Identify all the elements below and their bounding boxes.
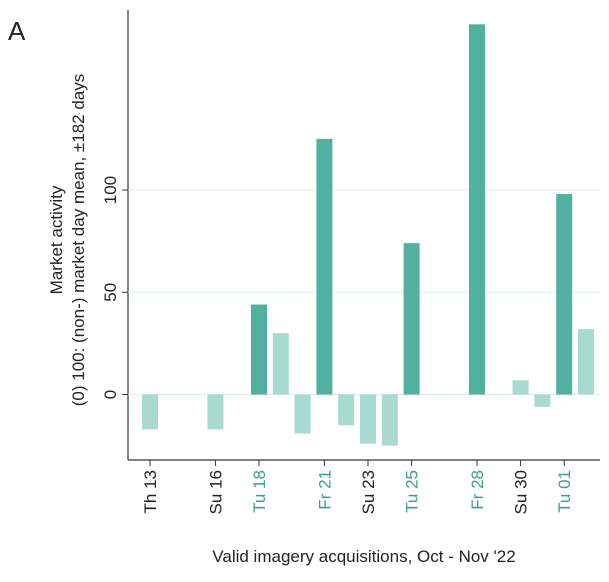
bar — [578, 329, 594, 395]
y-tick-label: 100 — [101, 176, 120, 204]
bar — [251, 304, 267, 395]
x-tick-label: Tu 18 — [250, 470, 269, 513]
panel-label: A — [8, 16, 26, 46]
bar — [534, 394, 551, 407]
bar — [360, 394, 376, 444]
x-tick-label: Su 16 — [206, 470, 225, 514]
y-tick-label: 0 — [101, 390, 120, 399]
y-tick-label: 50 — [101, 283, 120, 302]
x-tick-label: Su 23 — [359, 470, 378, 514]
bar — [469, 24, 485, 395]
x-tick-label: Fr 21 — [315, 470, 334, 510]
bar — [142, 394, 158, 430]
bar — [207, 394, 224, 430]
x-axis-label: Valid imagery acquisitions, Oct - Nov '2… — [212, 547, 515, 566]
x-tick-label: Th 13 — [141, 470, 160, 513]
bar — [272, 333, 289, 395]
bar — [403, 243, 420, 395]
x-tick-label: Tu 01 — [555, 470, 574, 513]
y-axis-label: Market activity — [47, 185, 66, 294]
bar — [338, 394, 355, 426]
x-tick-label: Su 30 — [512, 470, 531, 514]
x-tick-label: Tu 25 — [403, 470, 422, 513]
y-axis-label: (0) 100: (non-) market day mean, ±182 da… — [69, 74, 88, 407]
bar — [294, 394, 311, 434]
x-tick-label: Fr 28 — [468, 470, 487, 510]
bar — [512, 380, 529, 395]
bar — [316, 138, 333, 395]
bar — [381, 394, 398, 446]
bar — [556, 194, 573, 395]
